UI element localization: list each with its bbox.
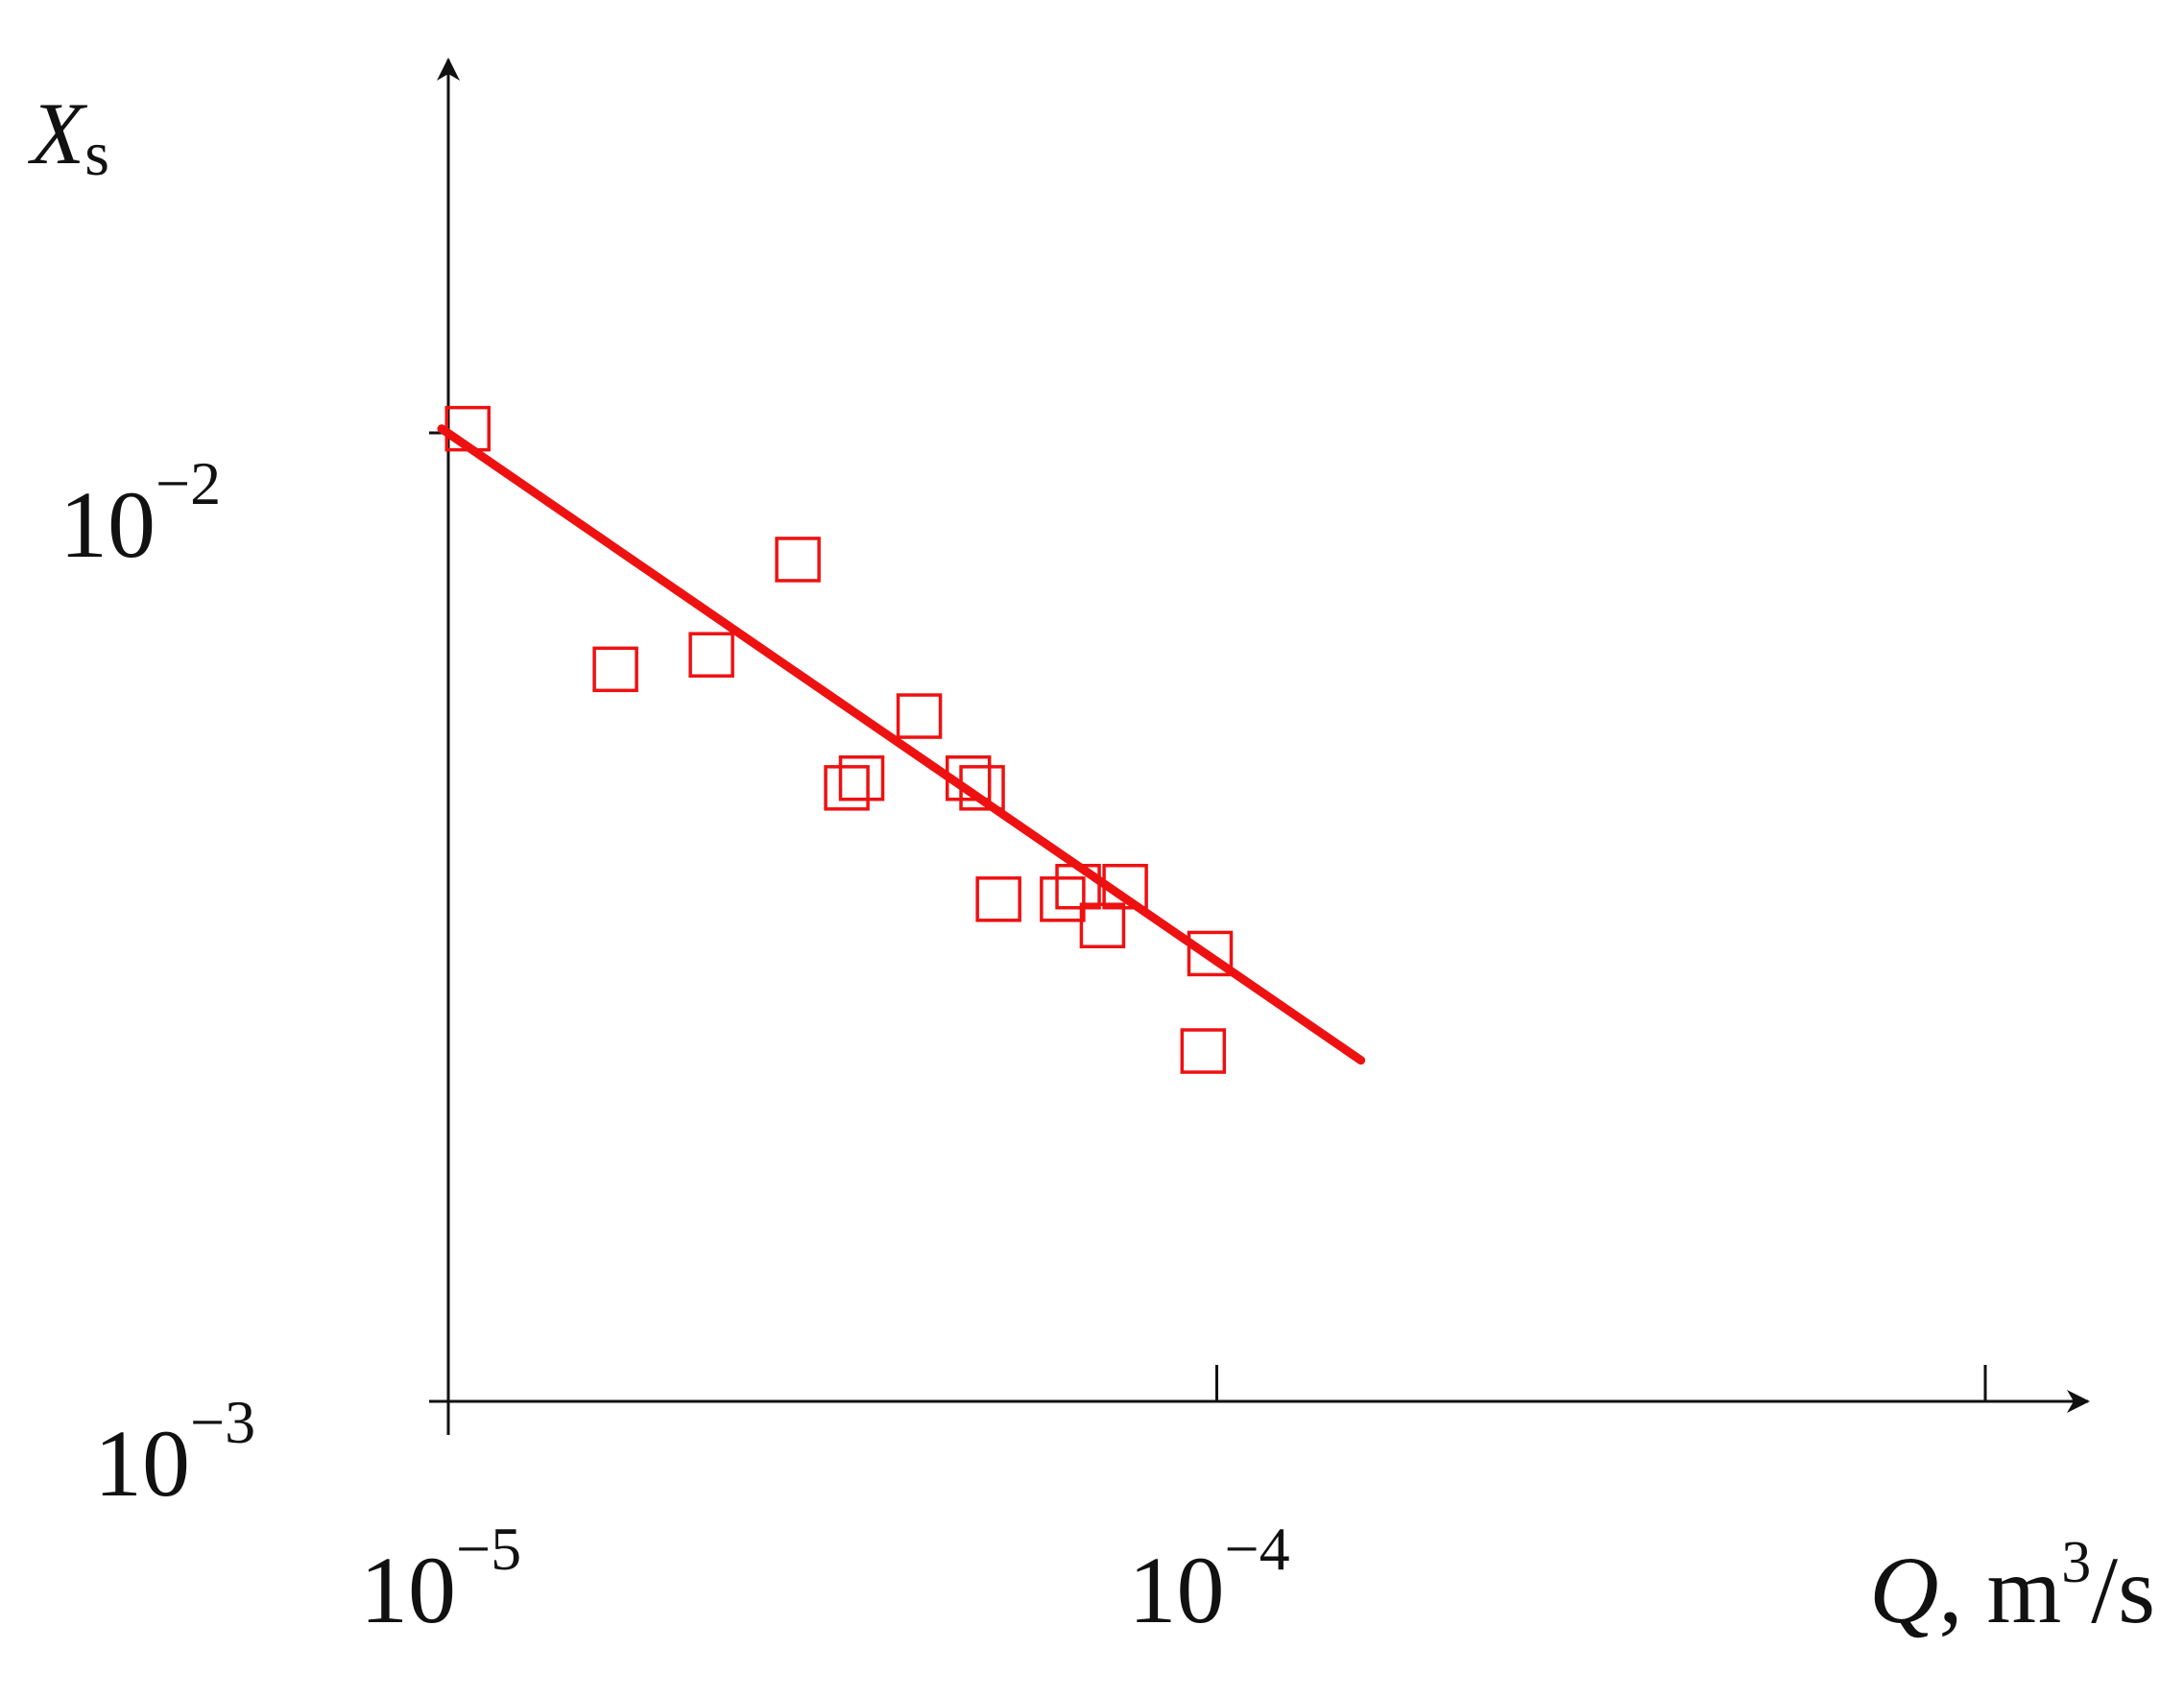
x-tick-label: 10−4 xyxy=(1129,1515,1290,1643)
y-ticks: 10−310−2 xyxy=(60,431,448,1517)
data-points xyxy=(444,405,1234,1074)
y-tick-base: 10 xyxy=(60,471,156,578)
x-axis-unit-base: m xyxy=(1963,1537,2062,1643)
fit-line xyxy=(437,424,1366,1065)
x-axis-unit-tail: /s xyxy=(2091,1537,2155,1643)
data-point xyxy=(688,632,734,678)
x-axis-title: Q, m3/s xyxy=(1869,1530,2155,1643)
data-point xyxy=(975,876,1021,922)
y-axis-title: Xs xyxy=(27,84,109,189)
data-point xyxy=(959,765,1005,811)
y-axis-subscript: s xyxy=(84,119,109,189)
y-tick-exponent: −2 xyxy=(156,449,221,517)
data-point xyxy=(775,537,821,583)
x-tick-exponent: −5 xyxy=(456,1515,521,1583)
y-axis-symbol: X xyxy=(27,84,88,182)
y-tick-exponent: −3 xyxy=(190,1388,255,1456)
fit-line-group xyxy=(437,424,1366,1065)
data-point xyxy=(1180,1028,1227,1074)
x-tick-exponent: −4 xyxy=(1225,1515,1290,1583)
data-point xyxy=(824,765,870,811)
x-ticks: 10−5 10−4 xyxy=(360,1365,1987,1643)
data-point xyxy=(592,646,638,693)
x-axis-symbol: Q xyxy=(1869,1537,1938,1643)
x-tick-label: 10−5 xyxy=(360,1515,521,1643)
x-tick-base: 10 xyxy=(360,1537,456,1643)
data-point xyxy=(444,405,492,452)
data-point xyxy=(838,755,885,801)
y-tick-label: 10−3 xyxy=(94,1388,255,1517)
data-point xyxy=(1102,863,1148,910)
data-point xyxy=(1055,863,1101,910)
y-tick-label: 10−2 xyxy=(60,449,221,578)
x-axis-comma: , xyxy=(1939,1537,1963,1643)
y-tick-base: 10 xyxy=(94,1410,190,1517)
x-tick-base: 10 xyxy=(1129,1537,1225,1643)
data-point xyxy=(1040,876,1086,922)
data-point xyxy=(1079,902,1126,948)
data-point xyxy=(896,693,943,739)
x-axis-unit-sup: 3 xyxy=(2061,1530,2091,1595)
data-point xyxy=(945,755,992,801)
data-point xyxy=(1187,930,1234,977)
